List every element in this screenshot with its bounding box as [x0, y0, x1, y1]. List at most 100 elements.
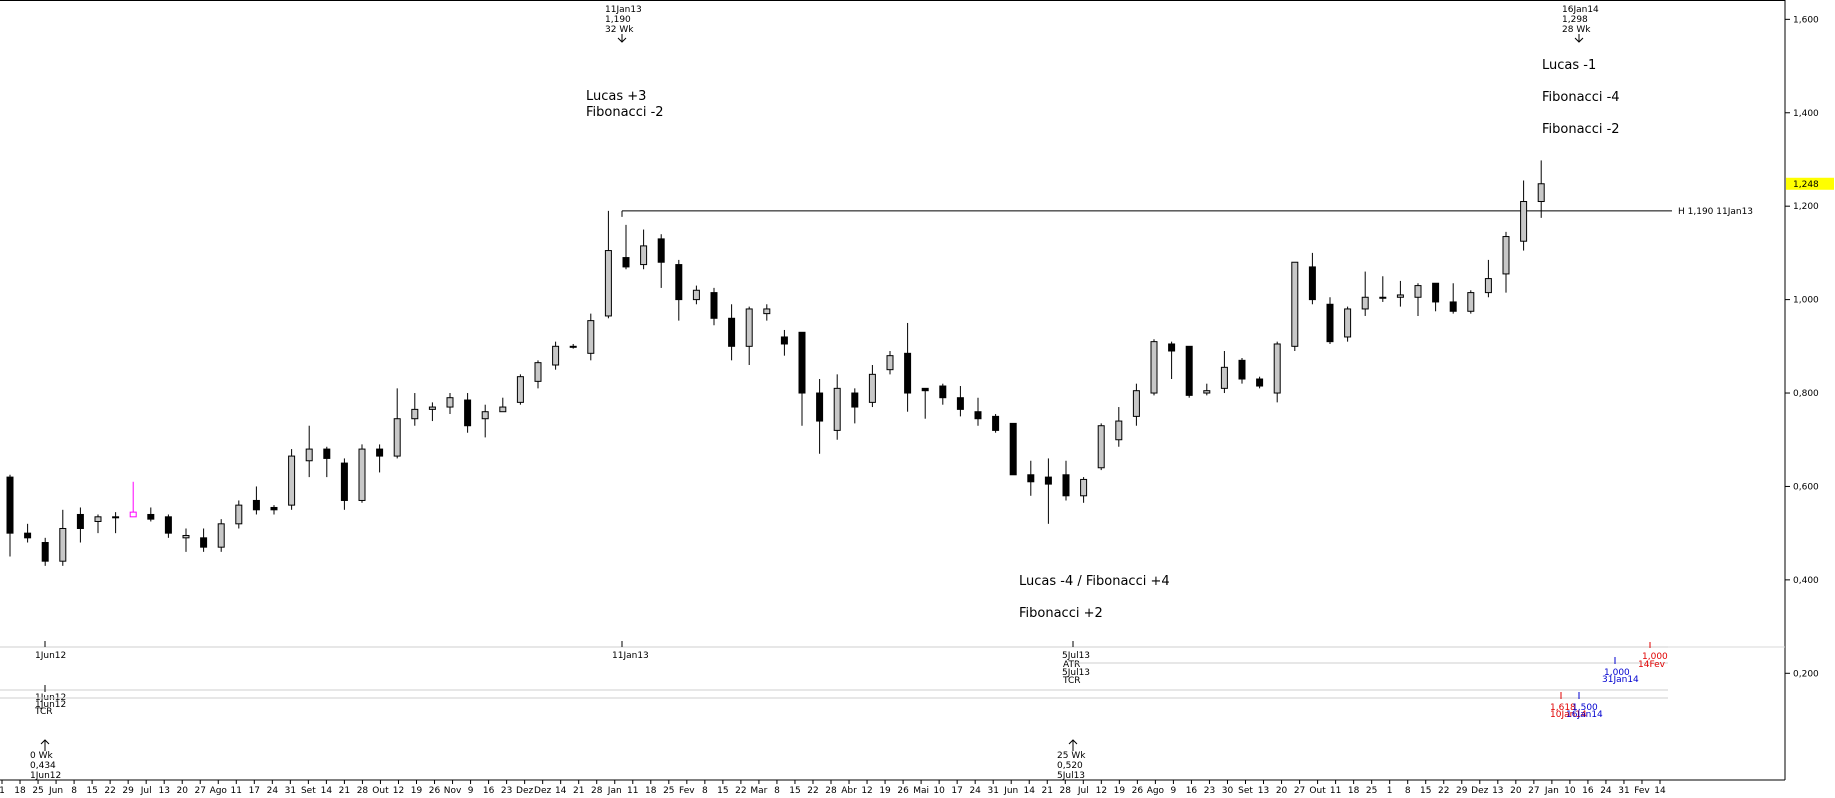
x-tick-label: 18 — [645, 786, 657, 796]
x-tick-label: 14 — [1654, 786, 1666, 796]
x-tick-label: 8 — [1405, 786, 1411, 796]
resistance-line-group: H 1,190 11Jan13 — [621, 207, 1753, 217]
x-tick-label: 28 — [591, 786, 603, 796]
candle-body — [1256, 378, 1264, 387]
bottom-marker-weeks: 25 Wk — [1057, 751, 1086, 761]
x-tick-label: 13 — [158, 786, 169, 796]
x-tick-label: 10 — [1564, 786, 1576, 796]
candle-body — [1344, 308, 1352, 338]
candle — [41, 537, 49, 566]
candle — [569, 343, 577, 349]
candle — [129, 481, 137, 518]
y-tick-label: 1,000 — [1793, 296, 1819, 306]
candle — [1238, 357, 1246, 384]
candle-body — [1150, 341, 1158, 394]
candle-body — [323, 448, 331, 459]
x-tick-label: 22 — [104, 786, 115, 796]
candle-body — [587, 320, 595, 354]
x-tick-label: 25 — [32, 786, 43, 796]
candle — [270, 505, 278, 515]
x-tick-label: Out — [1309, 786, 1326, 796]
x-tick-label: Out — [372, 786, 389, 796]
candle-body — [1379, 296, 1387, 299]
y-tick-label: 1,400 — [1793, 109, 1819, 119]
candle-body — [76, 513, 84, 529]
candle-body — [956, 397, 964, 410]
x-tick-label: 11 — [1330, 786, 1341, 796]
x-tick-label: 21 — [1042, 786, 1053, 796]
candle-body — [164, 516, 172, 534]
candle-body — [129, 511, 137, 518]
candle — [24, 523, 32, 543]
candle — [182, 528, 190, 552]
top-marker-weeks: 32 Wk — [605, 25, 634, 35]
cycle-date-red: 10Jan14 — [1550, 710, 1587, 720]
candle — [217, 519, 225, 552]
x-tick-label: Set — [1238, 786, 1253, 796]
candle — [780, 329, 788, 356]
up-arrow-icon — [40, 739, 50, 751]
x-tick-label: 17 — [249, 786, 260, 796]
cycle-value-blue: 1,000 — [1604, 668, 1630, 678]
candle-body — [1520, 201, 1528, 242]
candle-body — [1185, 345, 1193, 396]
candle — [1414, 283, 1422, 316]
x-tick-label: Jun — [48, 786, 63, 796]
candle — [1379, 276, 1387, 302]
cycle-date: 5Jul13 — [1062, 651, 1090, 661]
candle — [1009, 422, 1017, 476]
candle — [1044, 458, 1052, 524]
x-tick-label: 22 — [735, 786, 746, 796]
candle-body — [1027, 474, 1035, 483]
candle — [816, 379, 824, 454]
x-tick-label: Fev — [679, 786, 695, 796]
candle-body — [1484, 278, 1492, 294]
candle-body — [499, 406, 507, 413]
x-tick-label: 12 — [861, 786, 872, 796]
candle — [552, 341, 560, 370]
x-tick-label: 31 — [987, 786, 998, 796]
candle-body — [481, 411, 489, 420]
x-tick-label: 1 — [0, 786, 5, 796]
x-tick-label: 12 — [393, 786, 404, 796]
candle — [1344, 306, 1352, 342]
x-tick-label: Jan — [1544, 786, 1559, 796]
y-tick-label: 0,600 — [1793, 482, 1819, 492]
x-tick-label: 19 — [1114, 786, 1126, 796]
y-tick-label: 0,400 — [1793, 576, 1819, 586]
x-tick-label: 20 — [1510, 786, 1522, 796]
candle-body — [1502, 236, 1510, 275]
x-tick-label: 18 — [14, 786, 26, 796]
candle-body — [816, 392, 824, 422]
annotation-jan13: Lucas +3 Fibonacci -2 — [586, 89, 664, 120]
candle — [358, 444, 366, 503]
candle — [1326, 297, 1334, 344]
x-tick-label: 24 — [267, 786, 279, 796]
candle-body — [6, 476, 14, 534]
y-tick-label: 1,200 — [1793, 202, 1819, 212]
down-arrow-icon — [617, 34, 627, 43]
top-marker-date: 11Jan13 — [605, 5, 642, 15]
tcr-label: TCR — [34, 707, 53, 717]
x-tick-label: 31 — [285, 786, 296, 796]
candle — [904, 322, 912, 412]
y-tick-label: 0,200 — [1793, 669, 1819, 679]
y-tick-label: 0,800 — [1793, 389, 1819, 399]
candle-body — [464, 399, 472, 427]
candle-body — [851, 392, 859, 408]
candle — [604, 210, 612, 319]
cycle-date-red: 14Fev — [1638, 660, 1666, 670]
candle — [1396, 280, 1404, 307]
candle-body — [1132, 390, 1140, 417]
top-marker-weeks: 28 Wk — [1562, 25, 1591, 35]
x-tick-label: 20 — [176, 786, 188, 796]
bottom-marker-value: 0,520 — [1057, 761, 1083, 771]
candle — [851, 388, 859, 424]
candle — [235, 500, 243, 529]
cycle-date: 1Jun12 — [35, 700, 66, 710]
annotation-line: Lucas -1 — [1542, 58, 1596, 73]
candle-body — [411, 408, 419, 420]
x-tick-label: 28 — [1060, 786, 1072, 796]
candle — [164, 514, 172, 538]
